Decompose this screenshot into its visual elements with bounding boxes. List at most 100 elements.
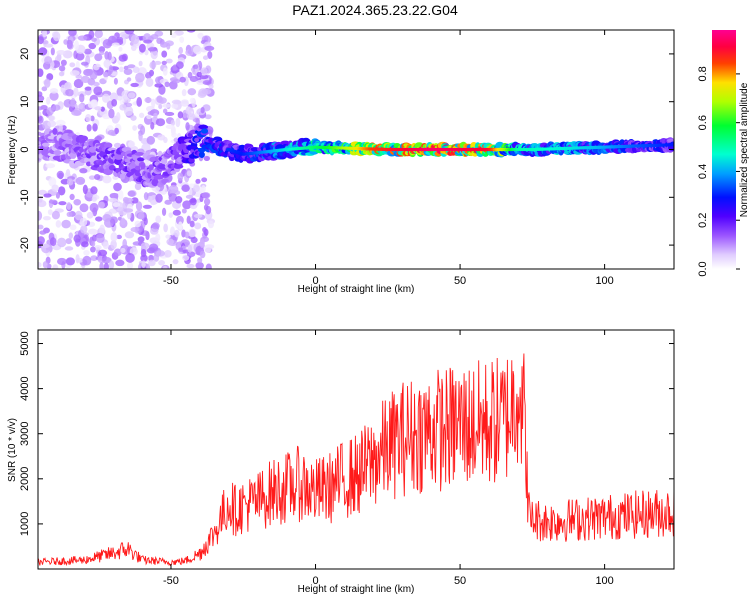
top-x-tick-label: 50	[454, 275, 466, 287]
spectrogram-cell	[49, 91, 59, 101]
spectrogram-cell	[58, 124, 63, 133]
spectrogram-cell	[132, 125, 137, 131]
spectrogram-cell	[97, 249, 108, 257]
spectrogram-cell	[49, 237, 57, 247]
spectrogram-cell	[51, 210, 60, 220]
spectrogram-cell	[90, 115, 95, 122]
spectrogram-cell	[65, 88, 75, 97]
spectrogram-cell	[60, 59, 67, 66]
spectrogram-cell	[94, 174, 101, 181]
spectrogram-cell	[77, 35, 88, 41]
spectrogram-cell	[90, 246, 96, 253]
spectrogram-cell	[42, 40, 49, 45]
spectrogram-cell	[144, 97, 152, 103]
spectrogram-cell	[107, 129, 116, 136]
spectrogram-cell	[89, 71, 98, 80]
bottom-y-tick-label: 2000	[19, 467, 31, 491]
spectrogram-cell	[199, 74, 209, 80]
spectrogram-cell	[42, 261, 49, 269]
spectrogram-cell	[74, 210, 83, 221]
spectrogram-cell	[66, 211, 73, 217]
bottom-y-axis-label: SNR (10 * v/v)	[7, 418, 18, 482]
spectrogram-cell	[165, 58, 173, 64]
spectrogram-cell	[164, 199, 172, 205]
spectrogram-cell	[108, 260, 115, 269]
spectrogram-cell	[154, 174, 164, 180]
spectrogram-cell	[90, 81, 100, 87]
spectrogram-cell	[162, 108, 168, 114]
spectrogram-cell	[66, 39, 73, 49]
colorbar	[712, 30, 736, 269]
spectrogram-cell	[130, 34, 140, 45]
spectrogram-cell	[192, 64, 199, 70]
spectrogram-cell	[195, 261, 204, 269]
spectrogram-cell	[79, 203, 89, 213]
spectrogram-cell	[170, 119, 176, 127]
spectrogram-cell	[38, 115, 44, 124]
spectrogram-cell	[38, 224, 44, 230]
spectrogram-cell	[190, 197, 197, 206]
spectrogram-cell	[141, 260, 146, 268]
colorbar-tick-label: 0.2	[697, 213, 709, 228]
spectrogram-cell	[38, 236, 45, 245]
spectrogram-cell	[155, 193, 163, 203]
spectrogram-cell	[52, 104, 61, 111]
spectrogram-cell	[201, 185, 206, 193]
spectrogram-cell	[202, 55, 209, 60]
spectrogram-cell	[138, 112, 145, 118]
bottom-y-tick-label: 3000	[19, 421, 31, 445]
spectrogram-cell	[47, 120, 57, 128]
top-y-tick-label: -20	[19, 237, 31, 253]
spectrogram-cell	[148, 259, 156, 267]
spectrogram-cell	[66, 202, 72, 210]
top-x-axis-label: Height of straight line (km)	[298, 284, 415, 295]
chart-title: PAZ1.2024.365.23.22.G04	[292, 2, 458, 18]
spectrogram-cell	[113, 142, 122, 149]
spectrogram-cell	[101, 93, 110, 103]
spectrogram-cell	[182, 200, 192, 210]
spectrogram-cell	[180, 100, 190, 107]
colorbar-tick-label: 0.4	[697, 164, 709, 179]
spectrogram-cell	[144, 49, 149, 56]
spectrogram-cell	[97, 201, 105, 209]
bottom-y-tick-label: 1000	[19, 512, 31, 536]
spectrogram-cell	[126, 77, 132, 82]
spectrogram-cell	[73, 87, 79, 97]
spectrogram-cell	[150, 33, 159, 40]
spectrogram-cell	[144, 72, 152, 79]
spectrogram-cell	[187, 71, 193, 79]
spectrogram-cell	[171, 132, 177, 138]
spectrogram-cell	[194, 222, 202, 230]
top-y-tick-label: 10	[19, 96, 31, 108]
spectrogram-cell	[172, 259, 179, 265]
spectrogram-cell	[117, 189, 124, 200]
spectrogram-cell	[143, 39, 153, 44]
spectrogram-cell	[178, 247, 184, 252]
spectrogram-cell	[182, 254, 190, 261]
spectrogram-cell	[201, 88, 212, 95]
spectrogram-cell	[122, 196, 129, 203]
spectrogram-cell	[181, 89, 187, 97]
spectrogram-cell	[124, 231, 135, 239]
spectrogram-cell	[58, 65, 66, 72]
colorbar-tick-label: 0.6	[697, 115, 709, 130]
spectrogram-cell	[193, 213, 203, 219]
spectrogram-cell	[204, 45, 215, 51]
spectrogram-cell	[161, 60, 167, 65]
spectrogram-cell	[143, 192, 149, 201]
spectrogram-cell	[75, 52, 85, 61]
top-x-tick-label: 0	[312, 275, 318, 287]
spectrogram-cell	[86, 124, 92, 132]
spectrogram-cell	[203, 198, 211, 206]
spectrogram-cell	[187, 113, 196, 120]
spectrogram-cell	[155, 215, 162, 224]
spectrogram-cell	[78, 103, 84, 110]
spectrogram-cell	[195, 118, 200, 126]
spectrogram-cell	[91, 99, 99, 108]
spectrogram-cell	[203, 204, 209, 211]
bottom-x-tick-label: -50	[163, 575, 179, 587]
spectrogram-cell	[92, 123, 98, 132]
spectrogram-cell	[146, 135, 156, 145]
bottom-x-tick-label: 50	[454, 575, 466, 587]
spectrogram-cell	[46, 107, 54, 116]
